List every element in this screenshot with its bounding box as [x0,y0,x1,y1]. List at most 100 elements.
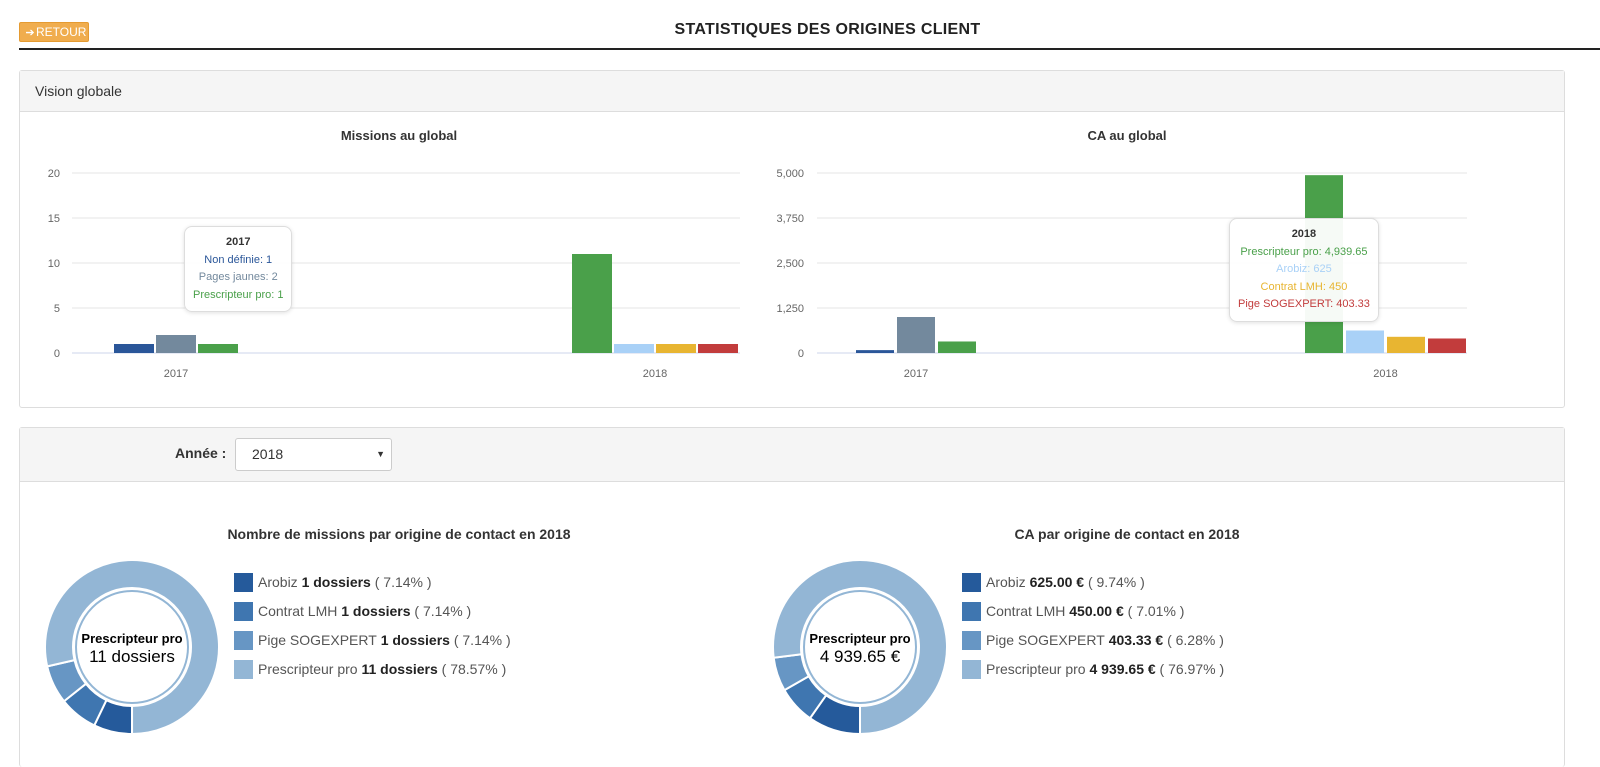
legend-value: 11 dossiers [361,661,438,677]
missions-chart-title: Missions au global [340,128,458,143]
missions-donut-title: Nombre de missions par origine de contac… [227,526,571,542]
legend-value: 1 dossiers [380,632,450,648]
legend-value: 403.33 € [1108,632,1164,648]
year-label: Année : [175,445,227,461]
legend-swatch [234,573,253,592]
x-tick-label: 2017 [164,368,188,380]
ca-donut-chart [772,559,948,736]
year-select[interactable]: 2018 ▼ [235,438,392,471]
y-tick-label: 1,250 [776,303,804,315]
back-button[interactable]: ➔RETOUR [19,22,89,42]
missions-donut-legend: Arobiz 1 dossiers ( 7.14% ) Contrat LMH … [234,573,511,690]
x-tick-label: 2018 [643,368,667,380]
x-tick-label: 2018 [1373,368,1397,380]
legend-percent: ( 7.14% ) [374,574,432,590]
legend-value: 1 dossiers [341,603,411,619]
legend-swatch [234,660,253,679]
legend-label: Prescripteur pro [258,661,358,677]
bar-contrat-lmh-2018 [656,344,696,353]
bar-contrat-lmh-2018 [1387,336,1425,353]
bar-pages-jaunes-2017 [156,335,196,353]
missions-donut-chart [44,559,220,736]
bar-prescripteur-pro-2018 [572,254,612,353]
legend-percent: ( 7.14% ) [453,632,511,648]
tooltip-line: Pages jaunes: 2 [198,271,278,283]
legend-item: Prescripteur pro 4 939.65 € ( 76.97% ) [962,660,1225,690]
bar-prescripteur-pro-2017 [938,341,976,353]
y-tick-label: 2,500 [776,258,804,270]
legend-swatch [234,631,253,650]
ca-chart-title: CA au global [1087,128,1167,143]
tooltip-line: Pige SOGEXPERT: 403.33 [1238,298,1370,310]
global-panel-heading: Vision globale [20,71,1564,112]
y-tick-label: 20 [48,168,60,180]
legend-percent: ( 78.57% ) [441,661,507,677]
bar-prescripteur-pro-2017 [198,344,238,353]
year-select-value: 2018 [252,446,284,462]
y-tick-label: 5 [54,303,60,315]
legend-item: Arobiz 1 dossiers ( 7.14% ) [234,573,511,603]
legend-item: Pige SOGEXPERT 403.33 € ( 6.28% ) [962,631,1224,661]
page-title: STATISTIQUES DES ORIGINES CLIENT [674,21,981,38]
legend-percent: ( 9.74% ) [1087,574,1145,590]
ca-donut-title: CA par origine de contact en 2018 [1014,526,1240,542]
legend-item: Arobiz 625.00 € ( 9.74% ) [962,573,1224,603]
donut-center-value: 11 dossiers [89,647,175,666]
legend-label: Arobiz [986,574,1026,590]
legend-value: 1 dossiers [301,574,371,590]
legend-item: Contrat LMH 1 dossiers ( 7.14% ) [234,602,511,632]
bar-arobiz-2018 [1346,330,1384,353]
bar-arobiz-2018 [614,344,654,353]
bar-non-d-finie-2017 [114,344,154,353]
donut-inner-ring [803,590,917,704]
legend-label: Arobiz [258,574,298,590]
tooltip-line: Non définie: 1 [204,253,273,266]
legend-item: Pige SOGEXPERT 1 dossiers ( 7.14% ) [234,631,511,661]
legend-swatch [962,602,981,621]
legend-value: 625.00 € [1029,574,1085,590]
legend-percent: ( 76.97% ) [1159,661,1225,677]
legend-label: Prescripteur pro [986,661,1086,677]
back-label: RETOUR [36,25,87,39]
legend-item: Prescripteur pro 11 dossiers ( 78.57% ) [234,660,511,690]
legend-value: 450.00 € [1069,603,1124,619]
legend-percent: ( 7.01% ) [1127,603,1185,619]
y-tick-label: 5,000 [776,168,804,180]
ca-donut-center: Prescripteur pro 4 939.65 € [790,631,930,667]
year-filter-bar: Année : 2018 ▼ [20,428,1564,482]
y-tick-label: 15 [48,213,60,225]
ca-donut-legend: Arobiz 625.00 € ( 9.74% ) Contrat LMH 45… [962,573,1225,690]
title-divider [19,48,1600,50]
legend-percent: ( 7.14% ) [414,603,472,619]
bar-pages-jaunes-2017 [897,317,935,353]
bar-pige-sogexpert-2018 [698,344,738,353]
x-tick-label: 2017 [904,368,928,380]
legend-label: Pige SOGEXPERT [986,632,1105,648]
legend-percent: ( 6.28% ) [1167,632,1224,648]
legend-swatch [962,631,981,650]
caret-down-icon: ▼ [376,449,385,459]
missions-bar-chart: 0 5 10 15 20 2017 2018 [48,168,740,380]
donut-center-title: Prescripteur pro [809,631,911,646]
y-tick-label: 3,750 [776,213,804,225]
legend-swatch [234,602,253,621]
legend-label: Pige SOGEXPERT [258,632,377,648]
legend-swatch [962,573,981,592]
y-tick-label: 0 [54,348,60,360]
legend-value: 4 939.65 € [1089,661,1156,677]
missions-donut-center: Prescripteur pro 11 dossiers [62,631,202,667]
legend-label: Contrat LMH [258,603,338,619]
legend-swatch [962,660,981,679]
donut-center-title: Prescripteur pro [81,631,183,646]
tooltip-line: Contrat LMH: 450 [1260,280,1348,293]
bar-pige-sogexpert-2018 [1428,338,1466,353]
legend-label: Contrat LMH [986,603,1066,619]
tooltip-line: Prescripteur pro: 1 [193,288,284,301]
ca-chart-tooltip: 2018 Prescripteur pro: 4,939.65 Arobiz: … [1229,218,1379,322]
bar-non-d-finie-2017 [856,350,894,353]
tooltip-line: Arobiz: 625 [1276,263,1332,275]
y-tick-label: 10 [48,258,60,270]
tooltip-header: 2017 [226,236,251,248]
tooltip-header: 2018 [1291,228,1317,240]
tooltip-line: Prescripteur pro: 4,939.65 [1240,245,1368,258]
